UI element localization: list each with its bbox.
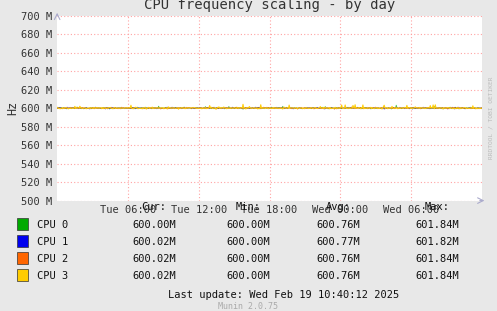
Text: 600.00M: 600.00M bbox=[227, 271, 270, 281]
Text: 601.84M: 601.84M bbox=[415, 271, 459, 281]
Text: 600.76M: 600.76M bbox=[316, 254, 360, 264]
Text: Max:: Max: bbox=[425, 202, 450, 212]
Text: 600.02M: 600.02M bbox=[132, 271, 176, 281]
Text: 600.00M: 600.00M bbox=[132, 220, 176, 230]
Text: Munin 2.0.75: Munin 2.0.75 bbox=[219, 302, 278, 310]
Text: 600.02M: 600.02M bbox=[132, 254, 176, 264]
Text: CPU 3: CPU 3 bbox=[37, 271, 69, 281]
Text: Avg:: Avg: bbox=[326, 202, 350, 212]
Text: Min:: Min: bbox=[236, 202, 261, 212]
Text: 600.76M: 600.76M bbox=[316, 220, 360, 230]
Text: CPU 0: CPU 0 bbox=[37, 220, 69, 230]
Y-axis label: Hz: Hz bbox=[6, 101, 20, 115]
Text: 600.00M: 600.00M bbox=[227, 237, 270, 247]
Text: 600.77M: 600.77M bbox=[316, 237, 360, 247]
Text: Cur:: Cur: bbox=[142, 202, 166, 212]
Text: 600.00M: 600.00M bbox=[227, 220, 270, 230]
Text: Last update: Wed Feb 19 10:40:12 2025: Last update: Wed Feb 19 10:40:12 2025 bbox=[167, 290, 399, 300]
Text: 601.84M: 601.84M bbox=[415, 254, 459, 264]
Text: CPU 2: CPU 2 bbox=[37, 254, 69, 264]
Text: CPU 1: CPU 1 bbox=[37, 237, 69, 247]
Text: 600.76M: 600.76M bbox=[316, 271, 360, 281]
Text: 600.00M: 600.00M bbox=[227, 254, 270, 264]
Text: 601.84M: 601.84M bbox=[415, 220, 459, 230]
Title: CPU frequency scaling - by day: CPU frequency scaling - by day bbox=[144, 0, 395, 12]
Text: 600.02M: 600.02M bbox=[132, 237, 176, 247]
Text: 601.82M: 601.82M bbox=[415, 237, 459, 247]
Text: RRDTOOL / TOBI OETIKER: RRDTOOL / TOBI OETIKER bbox=[489, 77, 494, 160]
